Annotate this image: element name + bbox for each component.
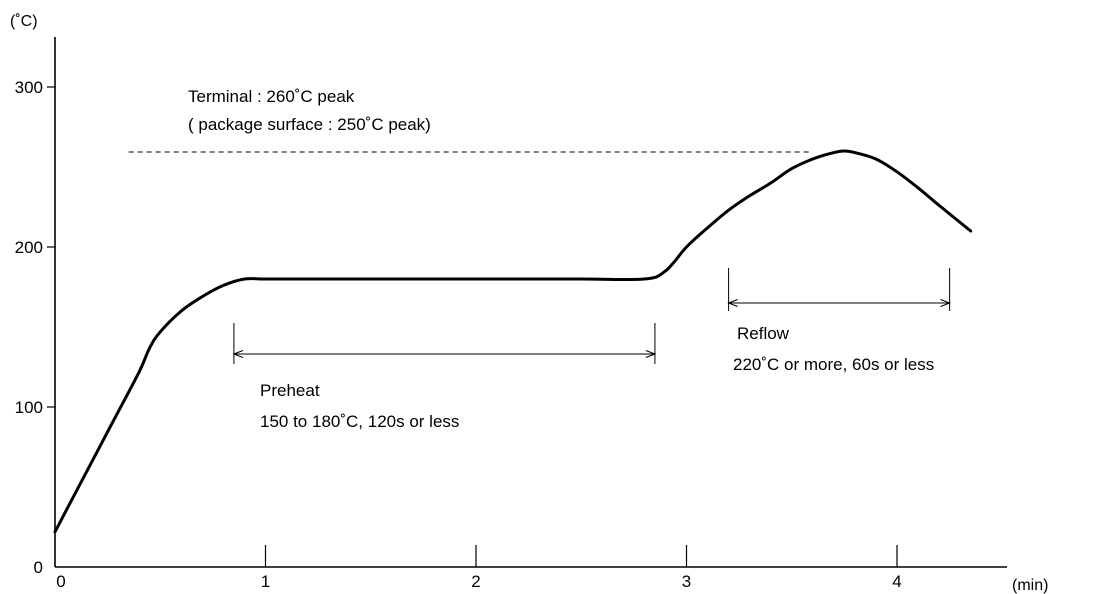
- reflow-title: Reflow: [737, 324, 790, 343]
- x-tick-label: 2: [471, 572, 480, 591]
- y-tick-label: 300: [15, 78, 43, 97]
- bracket-arrow-right: [645, 350, 657, 358]
- x-tick-label: 0: [56, 572, 65, 591]
- x-tick-label: 4: [892, 572, 901, 591]
- peak-label-package: ( package surface : 250˚C peak): [188, 115, 431, 134]
- bracket-arrow-left: [232, 350, 244, 358]
- peak-label-terminal: Terminal : 260˚C peak: [188, 87, 355, 106]
- bracket-arrow-right: [940, 299, 952, 307]
- y-tick-label: 0: [34, 558, 43, 577]
- reflow-bracket: [727, 268, 952, 311]
- x-tick-label: 1: [261, 572, 270, 591]
- preheat-detail: 150 to 180˚C, 120s or less: [260, 412, 459, 431]
- temperature-curve: [53, 149, 973, 534]
- x-axis-unit: (min): [1012, 577, 1048, 594]
- preheat-title: Preheat: [260, 381, 320, 400]
- y-axis-unit: (˚C): [10, 13, 38, 30]
- reflow-detail: 220˚C or more, 60s or less: [733, 355, 934, 374]
- y-tick-label: 200: [15, 238, 43, 257]
- axis-ticks: 0 1 2 3 4 0 100 200 300: [15, 78, 902, 591]
- bracket-arrow-left: [727, 299, 738, 307]
- preheat-bracket: [232, 323, 657, 364]
- y-tick-label: 100: [15, 398, 43, 417]
- x-tick-label: 3: [682, 572, 691, 591]
